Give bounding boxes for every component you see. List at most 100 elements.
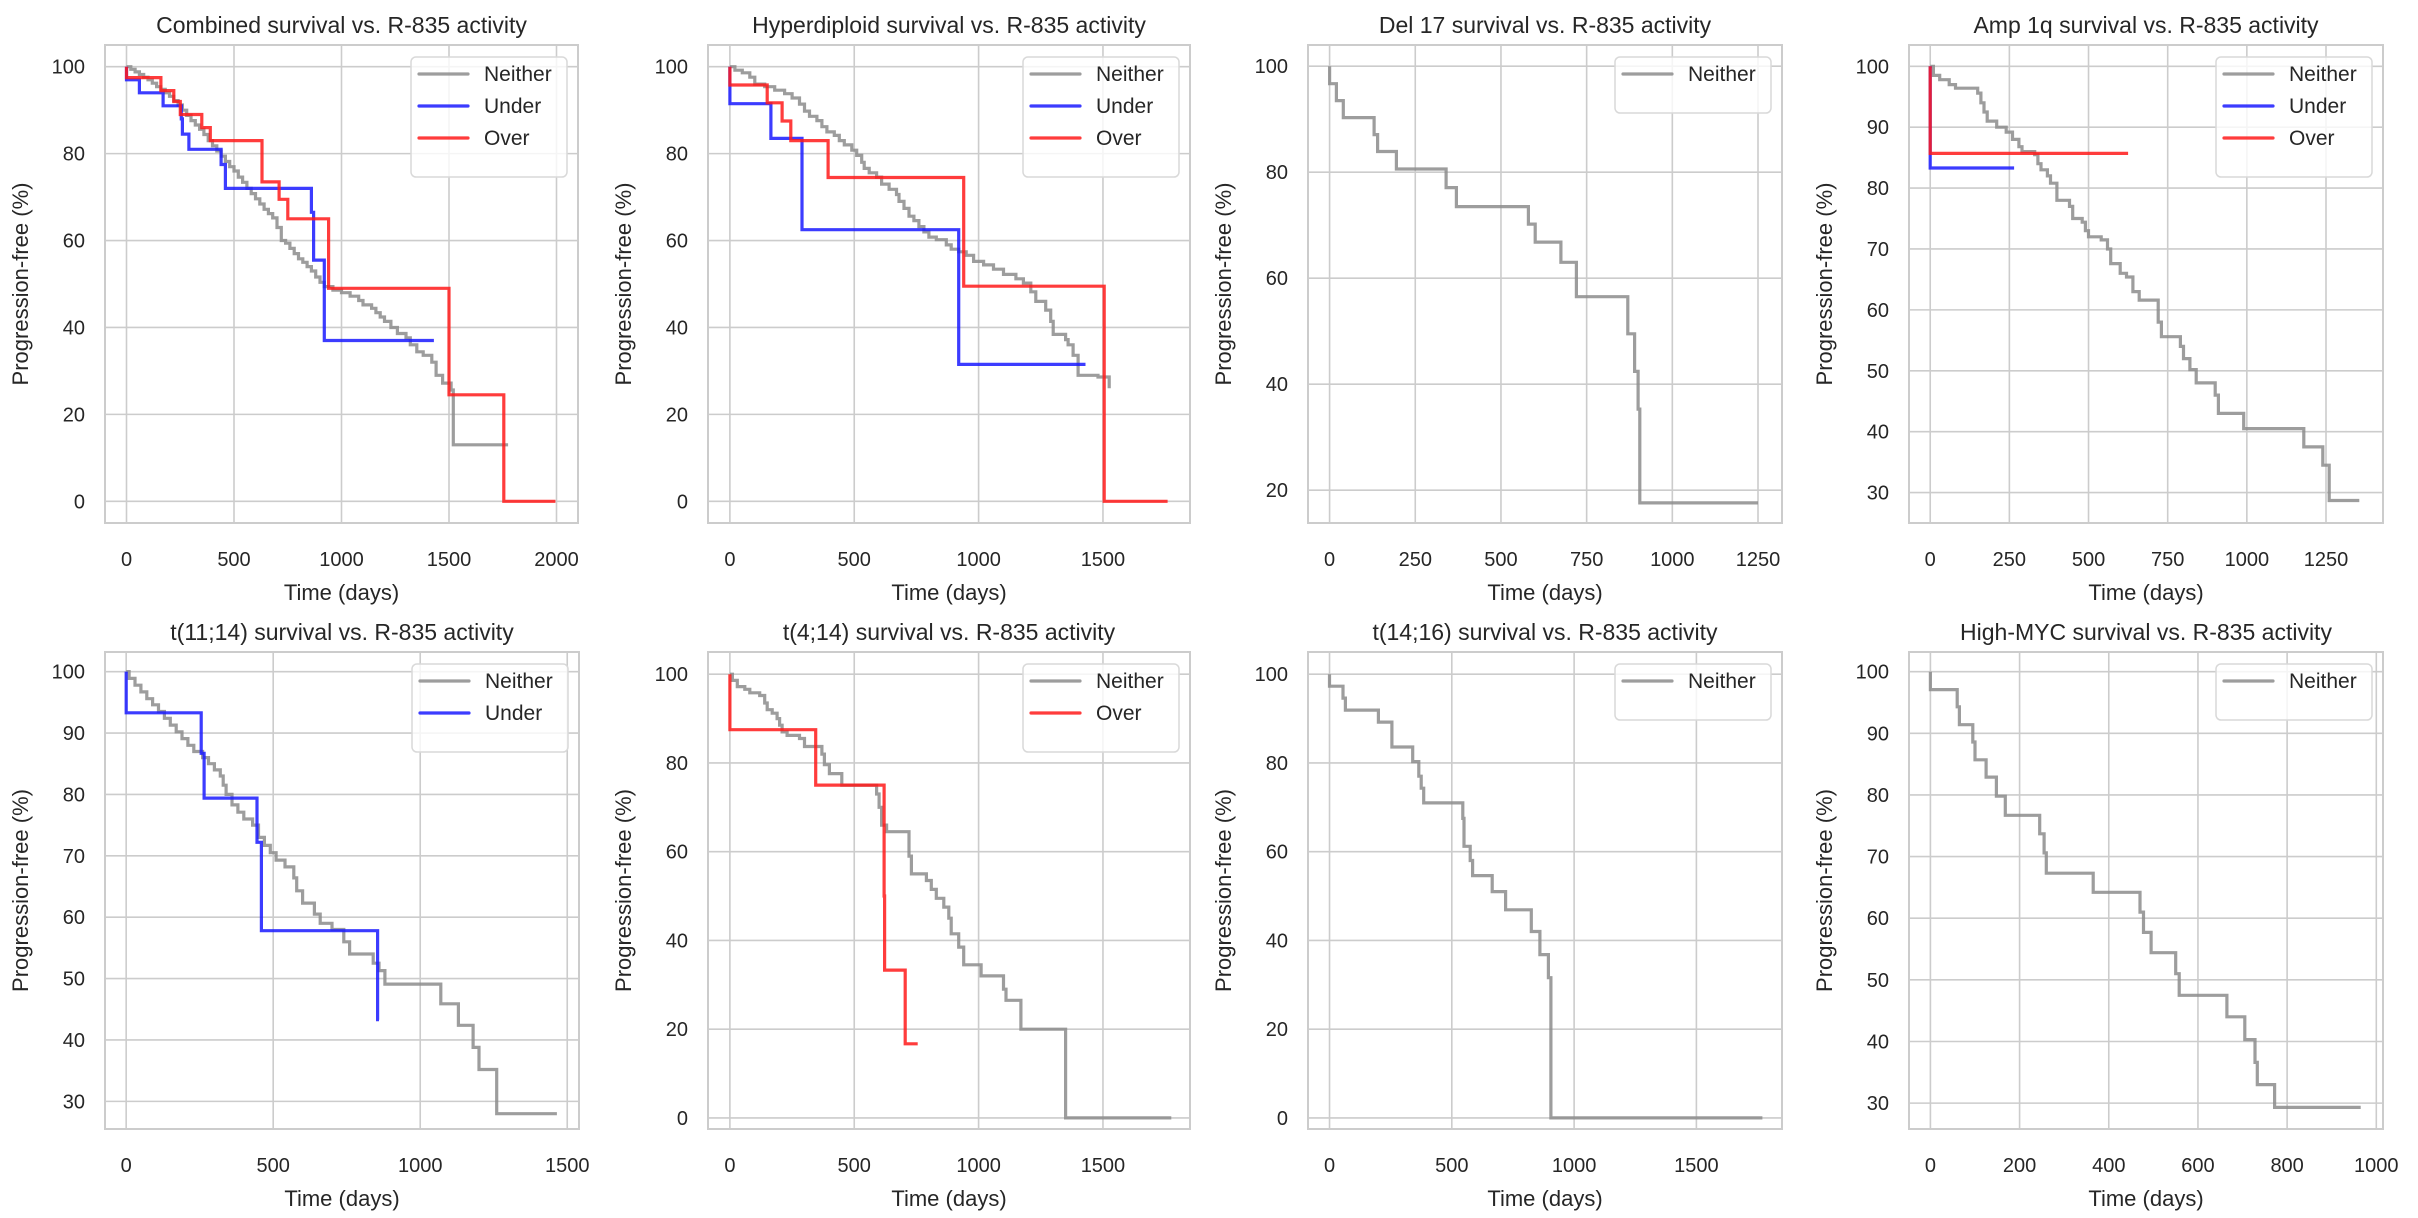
series-over-line (728, 66, 1168, 503)
y-tick-label: 40 (1867, 422, 1889, 444)
y-tick-label: 100 (1255, 56, 1288, 78)
x-tick-label: 1000 (956, 549, 1001, 571)
y-tick-label: 50 (1867, 970, 1889, 992)
legend: Neither Under Over (2215, 56, 2373, 178)
legend-label-over: Over (1096, 702, 1142, 725)
series-neither-line (1930, 64, 2360, 503)
axes-frame (1307, 651, 1783, 1130)
y-tick-label: 100 (655, 664, 688, 686)
legend-box (1022, 56, 1180, 178)
y-tick-label: 40 (1266, 930, 1288, 952)
series-neither-line (729, 65, 1111, 389)
y-axis-label: Progression-free (%) (1211, 183, 1236, 386)
y-axis-label: Progression-free (%) (8, 789, 33, 992)
y-tick-label: 90 (1867, 117, 1889, 139)
y-tick-label: 70 (63, 846, 85, 868)
x-tick-label: 1500 (1081, 549, 1126, 571)
legend: Neither (2215, 663, 2373, 721)
x-tick-label: 1000 (2354, 1155, 2399, 1177)
x-tick-label: 0 (1324, 549, 1335, 571)
x-axis-label: Time (days) (891, 580, 1006, 605)
panel-title: Combined survival vs. R-835 activity (156, 12, 527, 38)
legend: Neither Under Over (410, 56, 568, 178)
y-tick-label: 0 (1277, 1108, 1288, 1130)
y-tick-label: 20 (666, 1019, 688, 1041)
x-axis-label: Time (days) (284, 580, 399, 605)
legend-box (1022, 663, 1180, 753)
y-tick-label: 20 (666, 404, 688, 426)
x-tick-label: 0 (121, 549, 132, 571)
plot-area (1308, 45, 1782, 523)
legend-label-under: Under (485, 702, 542, 725)
x-tick-label: 500 (1435, 1155, 1468, 1177)
x-axis-label: Time (days) (284, 1186, 399, 1211)
x-tick-label: 750 (1570, 549, 1603, 571)
panel-4: 0 250 500 750 1000 1250 30 40 50 60 70 80 90 100 Amp 1… (1812, 12, 2384, 605)
y-tick-label: 70 (1867, 239, 1889, 261)
x-tick-label: 250 (1399, 549, 1432, 571)
y-tick-label: 20 (1266, 480, 1288, 502)
y-tick-label: 60 (1867, 300, 1889, 322)
y-tick-label: 20 (1266, 1019, 1288, 1041)
y-tick-label: 60 (1266, 268, 1288, 290)
x-tick-label: 0 (724, 549, 735, 571)
y-tick-label: 40 (666, 317, 688, 339)
y-tick-label: 30 (63, 1091, 85, 1113)
axes-frame (104, 44, 579, 524)
y-tick-label: 100 (52, 57, 85, 79)
x-tick-label: 1500 (1674, 1155, 1719, 1177)
panel-6: 0 500 1000 1500 0 20 40 60 80 100 t(4;14) survival… (611, 619, 1191, 1211)
legend-label-neither: Neither (1688, 670, 1756, 693)
y-tick-label: 60 (666, 231, 688, 253)
legend: Neither Over (1022, 663, 1180, 753)
axes-frame (1307, 44, 1783, 524)
panel-8: 0 200 400 600 800 1000 30 40 50 60 70 80 90 100 High-M… (1812, 619, 2399, 1211)
panel-title: Hyperdiploid survival vs. R-835 activity (752, 12, 1146, 38)
axes-frame (1908, 44, 2384, 524)
x-tick-label: 750 (2151, 549, 2184, 571)
panel-title: Amp 1q survival vs. R-835 activity (1973, 12, 2319, 38)
x-tick-label: 1500 (545, 1155, 590, 1177)
x-tick-label: 200 (2003, 1155, 2036, 1177)
y-tick-label: 80 (1266, 162, 1288, 184)
y-tick-label: 60 (63, 907, 85, 929)
y-tick-label: 0 (677, 1108, 688, 1130)
x-tick-label: 800 (2270, 1155, 2303, 1177)
series-over-line (124, 66, 556, 503)
series-under-line (124, 671, 380, 1022)
panel-2: 0 500 1000 1500 0 20 40 60 80 100 Hyperdiploid sur… (611, 12, 1191, 605)
series-neither-line (1327, 674, 1763, 1120)
series-neither-line (729, 672, 1172, 1120)
y-tick-label: 80 (63, 784, 85, 806)
x-tick-label: 1000 (319, 549, 364, 571)
legend-label-neither: Neither (1096, 670, 1164, 693)
y-tick-label: 0 (74, 491, 85, 513)
y-tick-label: 60 (666, 842, 688, 864)
series-neither-line (1928, 671, 2361, 1109)
x-tick-label: 1500 (427, 549, 472, 571)
legend: Neither (1614, 663, 1772, 721)
legend-label-neither: Neither (484, 63, 552, 86)
y-tick-label: 40 (63, 1030, 85, 1052)
legend-box (2215, 56, 2373, 178)
y-tick-label: 90 (63, 723, 85, 745)
x-tick-label: 500 (257, 1155, 290, 1177)
y-tick-label: 100 (655, 57, 688, 79)
x-axis-label: Time (days) (2088, 580, 2203, 605)
x-tick-label: 1250 (1736, 549, 1781, 571)
series-over-line (728, 674, 918, 1046)
y-axis-label: Progression-free (%) (611, 789, 636, 992)
series-neither-line (1328, 66, 1758, 505)
plot-area (1308, 652, 1782, 1129)
legend-label-over: Over (484, 127, 530, 150)
x-tick-label: 500 (217, 549, 250, 571)
series-over-line (1928, 66, 2129, 155)
y-tick-label: 100 (1856, 56, 1889, 78)
y-tick-label: 60 (1266, 842, 1288, 864)
legend-label-under: Under (1096, 95, 1153, 118)
y-tick-label: 30 (1867, 1093, 1889, 1115)
axes-frame (1908, 651, 2384, 1130)
y-axis-label: Progression-free (%) (1211, 789, 1236, 992)
x-tick-label: 0 (1925, 1155, 1936, 1177)
x-tick-label: 250 (1993, 549, 2026, 571)
